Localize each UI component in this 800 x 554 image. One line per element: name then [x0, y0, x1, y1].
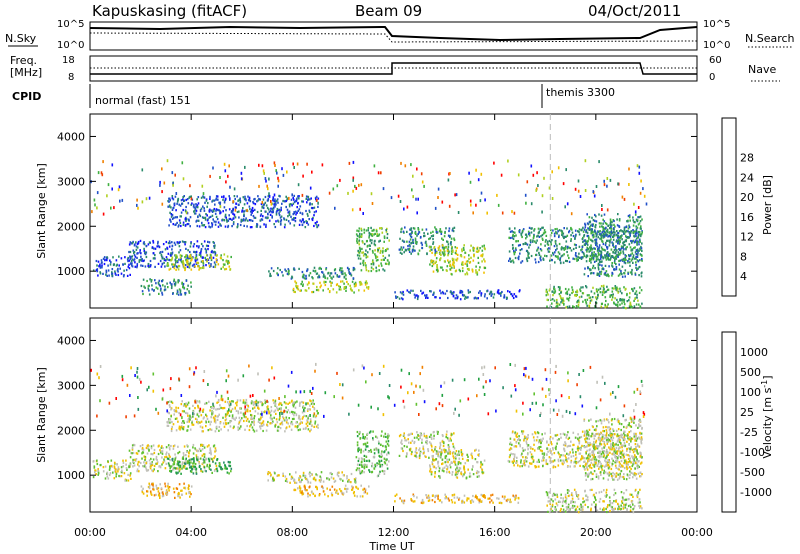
velocity-scatter-region: [92, 459, 132, 482]
power-ylabel: Slant Range [km]: [35, 163, 48, 259]
velocity-scatter-region: [166, 457, 233, 475]
power-colorbar-tick: 8: [740, 250, 747, 263]
xtick-label: 20:00: [580, 526, 612, 539]
power-panel-frame: [89, 113, 698, 309]
nsky-tick-top: 10^5: [57, 19, 84, 30]
power-scatter-region: [167, 194, 320, 229]
power-scatter-region: [292, 280, 370, 294]
time-axis-label: Time UT: [368, 540, 414, 553]
nsky-tick-bottom: 10^0: [57, 40, 84, 51]
freq-label-line1: Freq.: [10, 54, 37, 67]
velocity-colorbar-tick: 100: [740, 386, 761, 399]
velocity-colorbar-frame: [721, 331, 737, 513]
freq-tick-bottom: 8: [68, 72, 74, 83]
velocity-colorbar-tick: 25: [740, 406, 754, 419]
velocity-colorbar-tick: -500: [740, 466, 765, 479]
velocity-colorbar-tick: 500: [740, 366, 761, 379]
velocity-scatter-region: [166, 398, 319, 433]
velocity-scatter-region: [398, 430, 456, 460]
power-colorbar-tick: 12: [740, 231, 754, 244]
power-colorbar-frame: [721, 117, 737, 297]
power-scatter-region: [394, 289, 521, 301]
velocity-colorbar: 1000 500 100 25 -25 -100 -500 -1000: [721, 331, 772, 513]
velocity-ytick-label: 2000: [57, 424, 85, 437]
power-ytick-label: 3000: [57, 175, 85, 188]
power-ytick-label: 4000: [57, 130, 85, 143]
power-scatter-region: [140, 278, 192, 296]
velocity-colorbar-tick: -25: [740, 426, 758, 439]
velocity-scatter-region: [545, 488, 643, 514]
velocity-colorbar-label: Velocity [m s-1]: [760, 375, 775, 458]
power-colorbar-label: Power [dB]: [761, 175, 774, 235]
time-axis-ticks: 00:00 04:00 08:00 12:00 16:00 20:00 00:00: [74, 114, 713, 539]
velocity-ylabel: Slant Range [km]: [35, 367, 48, 463]
nsearch-label: N.Search: [745, 32, 795, 45]
nsearch-trace: [89, 32, 698, 43]
xtick-label: 00:00: [74, 526, 106, 539]
xtick-label: 16:00: [479, 526, 511, 539]
xtick-label: 08:00: [276, 526, 308, 539]
power-yticks: 1000 2000 3000 4000: [57, 130, 697, 278]
nsearch-tick-top: 10^5: [703, 19, 730, 30]
power-scatter-region: [583, 213, 643, 278]
power-scatter-region: [90, 159, 648, 216]
xtick-label: 04:00: [175, 526, 207, 539]
velocity-colorbar-tick: 1000: [740, 346, 768, 359]
power-scatter-region: [428, 244, 487, 276]
velocity-scatter-region: [267, 471, 357, 484]
cpid-segment-1: themis 3300: [546, 86, 615, 99]
velocity-ytick-label: 1000: [57, 469, 85, 482]
power-ytick-label: 2000: [57, 220, 85, 233]
nave-label: Nave: [748, 63, 776, 76]
date-title: 04/Oct/2011: [588, 2, 681, 20]
power-colorbar-tick: 16: [740, 211, 754, 224]
power-scatter-region: [268, 266, 356, 280]
cpid-label: CPID: [12, 90, 41, 103]
power-colorbar: 4 8 12 16 20 24 28: [721, 117, 754, 297]
nsearch-tick-bottom: 10^0: [703, 40, 730, 51]
velocity-ytick-label: 4000: [57, 334, 85, 347]
velocity-scatter-region: [583, 417, 643, 481]
power-scatter-region: [545, 284, 643, 310]
velocity-scatter-region: [90, 362, 646, 420]
nave-tick-bottom: 0: [709, 72, 715, 83]
power-colorbar-tick: 4: [740, 270, 747, 283]
nave-tick-top: 60: [709, 55, 722, 66]
velocity-scatter-region: [293, 484, 370, 498]
cpid-segment-0: normal (fast) 151: [95, 94, 191, 107]
velocity-colorbar-tick: -1000: [740, 486, 772, 499]
freq-trace: [90, 62, 697, 75]
velocity-yticks: 1000 2000 3000 4000: [57, 334, 697, 482]
power-plot-area: [90, 114, 648, 310]
power-colorbar-tick: 20: [740, 191, 754, 204]
beam-title: Beam 09: [355, 2, 422, 20]
power-scatter-region: [355, 226, 390, 273]
velocity-colorbar-tick: -100: [740, 446, 765, 459]
velocity-ytick-label: 3000: [57, 379, 85, 392]
freq-tick-top: 18: [62, 55, 75, 66]
nsky-trace: [89, 25, 698, 42]
power-ytick-label: 1000: [57, 265, 85, 278]
station-title: Kapuskasing (fitACF): [92, 2, 247, 20]
freq-label-line2: [MHz]: [10, 66, 42, 79]
power-scatter-region: [92, 255, 132, 278]
velocity-scatter-region: [355, 430, 390, 478]
xtick-label: 12:00: [378, 526, 410, 539]
power-colorbar-tick: 24: [740, 171, 754, 184]
velocity-scatter-region: [394, 493, 520, 505]
xtick-label: 00:00: [681, 526, 713, 539]
velocity-plot-area: [90, 318, 646, 514]
velocity-scatter-region: [429, 448, 486, 480]
power-colorbar-tick: 28: [740, 152, 754, 165]
nsky-panel-frame: [89, 21, 698, 51]
nsky-label: N.Sky: [5, 32, 37, 45]
power-scatter-region: [166, 253, 232, 272]
velocity-scatter-region: [140, 482, 193, 499]
